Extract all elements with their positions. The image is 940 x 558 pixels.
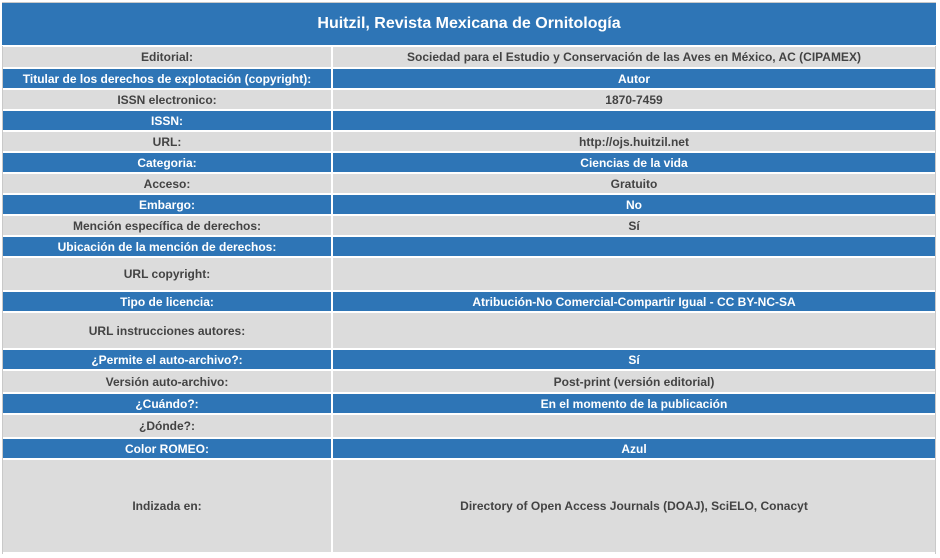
row-label: Versión auto-archivo: <box>3 371 333 394</box>
row-editorial: Editorial: Sociedad para el Estudio y Co… <box>3 47 935 69</box>
row-value <box>333 313 935 350</box>
row-label: ISSN: <box>3 111 333 132</box>
row-label: ¿Cuándo?: <box>3 394 333 415</box>
row-category: Categoria: Ciencias de la vida <box>3 153 935 174</box>
row-value: No <box>333 195 935 216</box>
row-value <box>333 111 935 132</box>
journal-title: Huitzil, Revista Mexicana de Ornitología <box>2 3 936 46</box>
row-value: Directory of Open Access Journals (DOAJ)… <box>333 460 935 554</box>
row-value: Azul <box>333 439 935 460</box>
row-value: Sí <box>333 216 935 237</box>
row-value: Sociedad para el Estudio y Conservación … <box>333 47 935 69</box>
row-url-copyright: URL copyright: <box>3 258 935 292</box>
row-label: Embargo: <box>3 195 333 216</box>
row-url: URL: http://ojs.huitzil.net <box>3 132 935 153</box>
row-when: ¿Cuándo?: En el momento de la publicació… <box>3 394 935 415</box>
row-self-archiving: ¿Permite el auto-archivo?: Sí <box>3 350 935 371</box>
row-label: Titular de los derechos de explotación (… <box>3 69 333 90</box>
row-license-type: Tipo de licencia: Atribución-No Comercia… <box>3 292 935 313</box>
row-label: URL copyright: <box>3 258 333 292</box>
row-value: http://ojs.huitzil.net <box>333 132 935 153</box>
row-value: 1870-7459 <box>333 90 935 111</box>
row-access: Acceso: Gratuito <box>3 174 935 195</box>
row-value: En el momento de la publicación <box>333 394 935 415</box>
row-label: Mención específica de derechos: <box>3 216 333 237</box>
row-author-instructions-url: URL instrucciones autores: <box>3 313 935 350</box>
row-value: Gratuito <box>333 174 935 195</box>
row-romeo-color: Color ROMEO: Azul <box>3 439 935 460</box>
row-indexed-in: Indizada en: Directory of Open Access Jo… <box>3 460 935 554</box>
row-value: Post-print (versión editorial) <box>333 371 935 394</box>
row-value: Atribución-No Comercial-Compartir Igual … <box>333 292 935 313</box>
row-issn: ISSN: <box>3 111 935 132</box>
row-value <box>333 237 935 258</box>
row-label: ISSN electronico: <box>3 90 333 111</box>
row-value: Sí <box>333 350 935 371</box>
row-label: Editorial: <box>3 47 333 69</box>
row-label: Color ROMEO: <box>3 439 333 460</box>
row-label: Tipo de licencia: <box>3 292 333 313</box>
row-label: Indizada en: <box>3 460 333 554</box>
row-copyright-holder: Titular de los derechos de explotación (… <box>3 69 935 90</box>
row-embargo: Embargo: No <box>3 195 935 216</box>
journal-info-table: Editorial: Sociedad para el Estudio y Co… <box>3 47 935 554</box>
row-value: Ciencias de la vida <box>333 153 935 174</box>
row-value: Autor <box>333 69 935 90</box>
row-label: Categoria: <box>3 153 333 174</box>
row-label: ¿Permite el auto-archivo?: <box>3 350 333 371</box>
row-issn-electronic: ISSN electronico: 1870-7459 <box>3 90 935 111</box>
row-label: ¿Dónde?: <box>3 415 333 439</box>
row-rights-mention: Mención específica de derechos: Sí <box>3 216 935 237</box>
row-where: ¿Dónde?: <box>3 415 935 439</box>
row-label: Acceso: <box>3 174 333 195</box>
row-rights-location: Ubicación de la mención de derechos: <box>3 237 935 258</box>
row-value <box>333 415 935 439</box>
row-label: URL: <box>3 132 333 153</box>
row-label: Ubicación de la mención de derechos: <box>3 237 333 258</box>
row-value <box>333 258 935 292</box>
row-self-archiving-version: Versión auto-archivo: Post-print (versió… <box>3 371 935 394</box>
row-label: URL instrucciones autores: <box>3 313 333 350</box>
